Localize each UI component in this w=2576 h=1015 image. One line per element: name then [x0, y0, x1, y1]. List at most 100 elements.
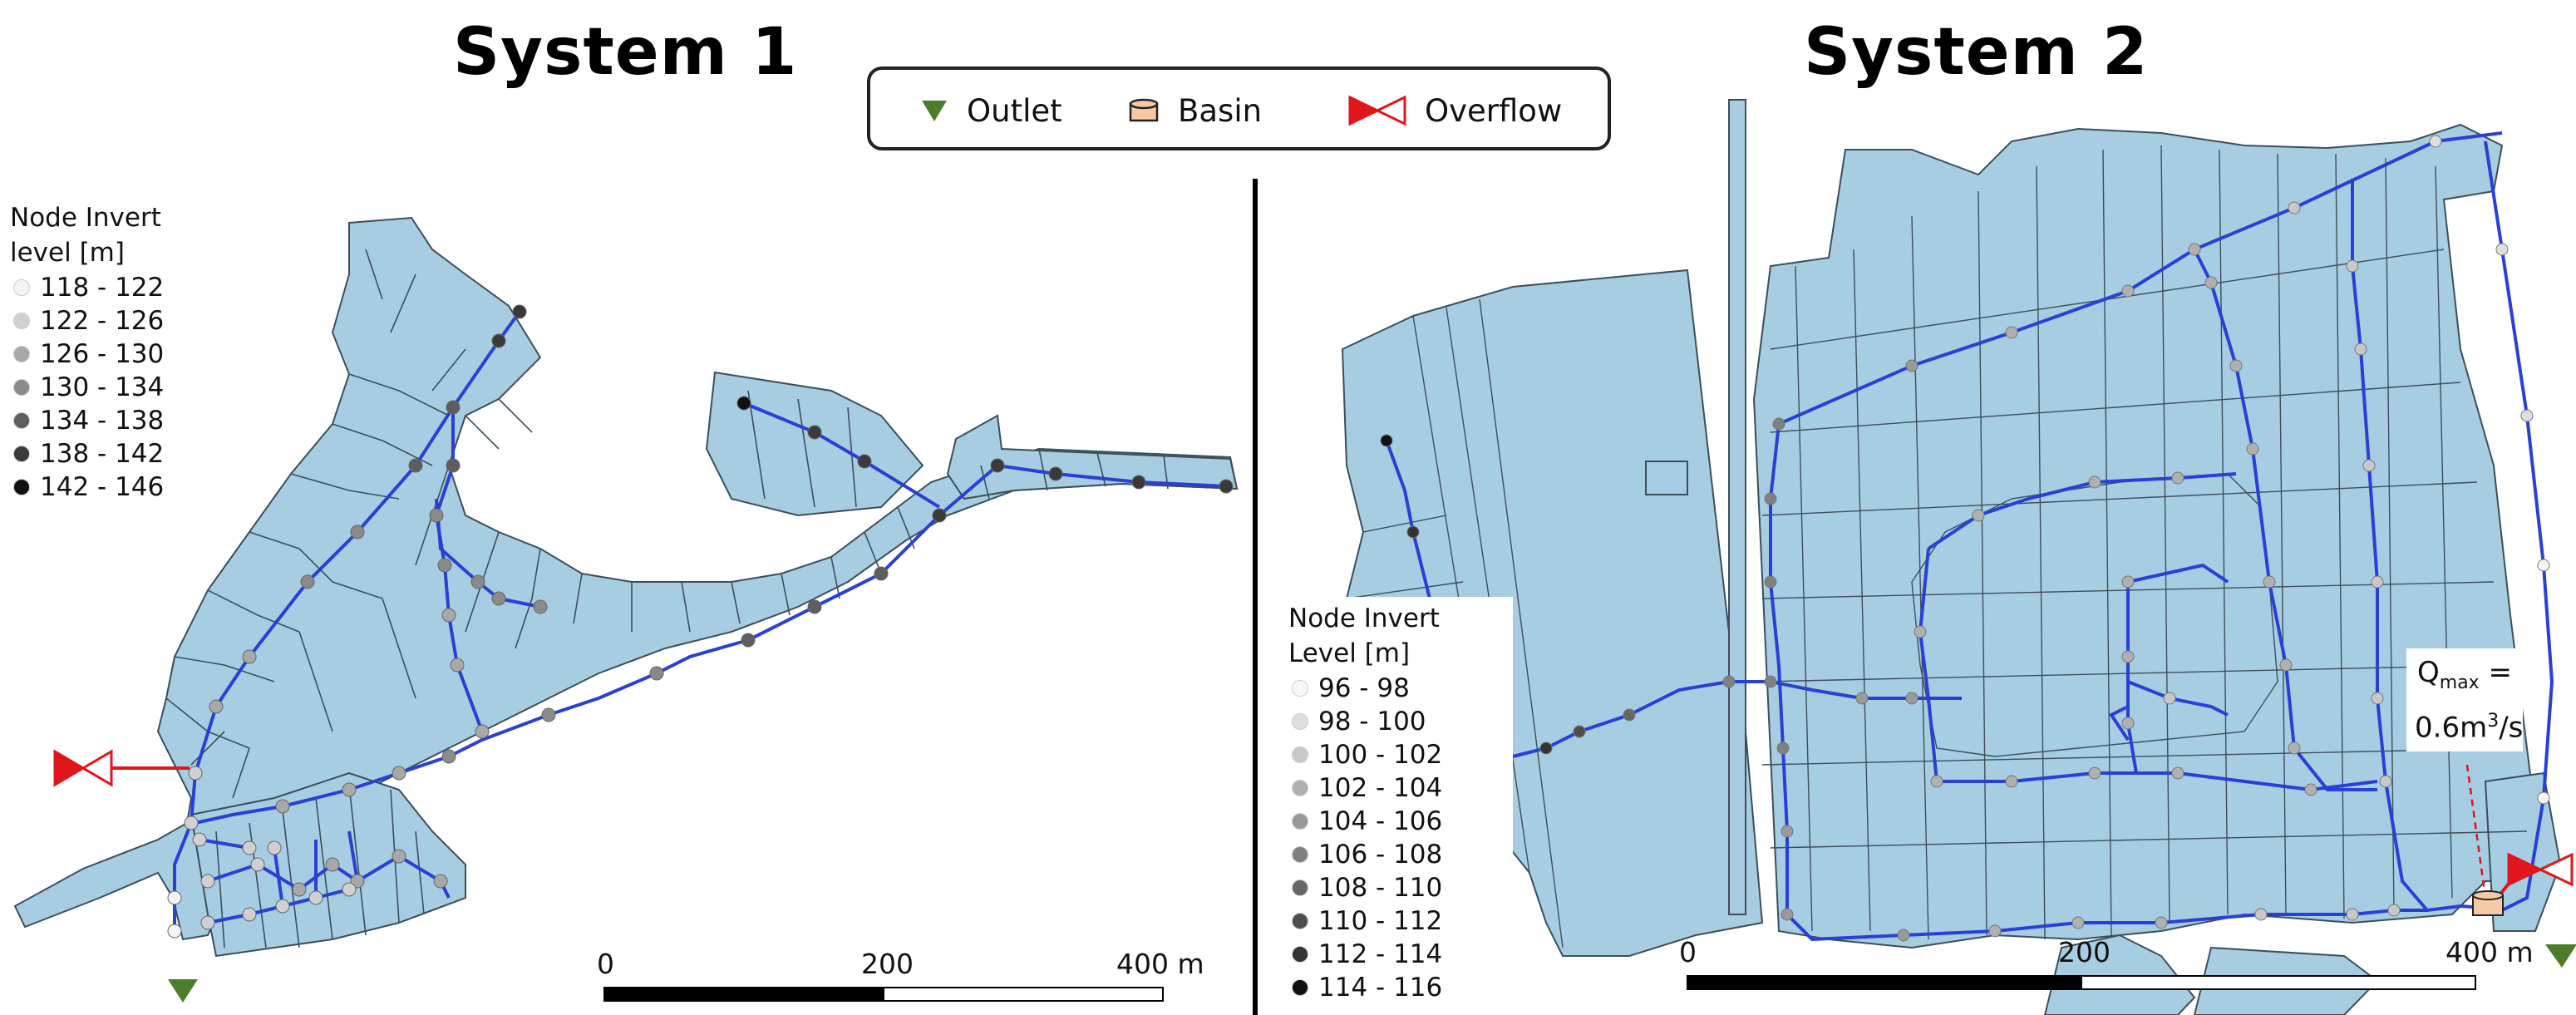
system1-node [200, 915, 215, 930]
legend-class-swatch [13, 313, 30, 329]
system2-strip-north [1728, 99, 1746, 915]
system1-legend-title2: level [m] [10, 238, 125, 268]
qmax-sub: max [2439, 672, 2480, 693]
overflow-icon [1348, 95, 1406, 126]
system1-node [1131, 475, 1146, 490]
qmax-q: Q [2417, 656, 2440, 689]
legend-class-row: 106 - 108 [1288, 838, 1505, 871]
system1-node [1048, 466, 1063, 481]
system2-node [1764, 492, 1777, 505]
system1-node [1219, 479, 1234, 494]
system1-node [242, 840, 257, 855]
legend-class-label: 114 - 116 [1318, 973, 1443, 1003]
system2-node [2121, 717, 2135, 730]
system2-node [2171, 471, 2184, 485]
qmax-unit: /s [2499, 711, 2524, 745]
system1-node [308, 890, 323, 905]
system2-node [1972, 509, 1985, 522]
legend-class-label: 112 - 114 [1318, 939, 1443, 969]
system2-node [2263, 575, 2276, 589]
system1-node [441, 608, 456, 623]
system2-node [2005, 775, 2018, 788]
legend-class-label: 106 - 108 [1318, 840, 1443, 870]
system2-node [1406, 525, 1420, 539]
system1-node [874, 566, 889, 581]
system1-node [437, 558, 452, 573]
legend-outlet: Outlet [920, 90, 1062, 131]
system1-node [325, 857, 340, 872]
legend-class-swatch [13, 279, 30, 296]
system2-node [1905, 359, 1918, 372]
system2-scale-tick-0: 0 [1679, 936, 1697, 968]
system1-node [807, 425, 822, 440]
system1-node [932, 508, 947, 523]
system1-node [470, 574, 485, 589]
system2-legend-title1: Node Invert [1288, 604, 1440, 633]
system1-node [275, 899, 290, 914]
qmax-value: 0.6m [2415, 711, 2488, 745]
system1-node [188, 766, 203, 781]
system1-node [242, 649, 257, 664]
system2-node [1781, 908, 1794, 921]
system1-catchment-east [946, 414, 1239, 500]
legend-class-swatch [1292, 780, 1308, 796]
system2-node [1930, 775, 1943, 788]
system2-node [1764, 575, 1777, 589]
legend-class-swatch [1292, 846, 1308, 863]
system2-node [1897, 929, 1910, 942]
legend-basin: Basin [1128, 90, 1262, 131]
system1-node [167, 924, 182, 939]
system2-scalebar [1687, 975, 2476, 990]
system2-node [2171, 766, 2184, 780]
qmax-annotation: Qmax = 0.6m3/s [2406, 648, 2524, 752]
legend-overflow: Overflow [1348, 90, 1562, 131]
system1-node [541, 707, 556, 722]
system1-node [475, 724, 490, 739]
qmax-sup: 3 [2487, 710, 2500, 732]
system2-building [1645, 461, 1688, 495]
system2-node [2088, 766, 2101, 780]
legend-class-swatch [1292, 713, 1308, 730]
legend-class-swatch [1292, 913, 1308, 929]
system2-node [2288, 742, 2301, 755]
legend-outlet-label: Outlet [967, 92, 1062, 129]
system1-node [512, 304, 527, 319]
system2-node [2121, 284, 2135, 298]
system2-node [1772, 417, 1785, 431]
system2-node [2246, 442, 2259, 456]
system1-node [446, 400, 461, 415]
system2-outlet-icon [2545, 944, 2576, 968]
system2-node [1776, 742, 1790, 755]
legend-class-swatch [1292, 979, 1308, 996]
system1-outlet-icon [168, 979, 198, 1003]
system1-node [209, 699, 224, 714]
system2-node [2229, 359, 2243, 372]
system2-node [2520, 409, 2534, 422]
system2-node [2071, 916, 2085, 929]
system2-node [1905, 692, 1918, 705]
system1-node [741, 633, 756, 648]
system2-node-legend: Node Invert Level [m] 96 - 98 98 - 100 100… [1283, 597, 1513, 1009]
system2-node [2379, 775, 2392, 788]
legend-class-label: 122 - 126 [40, 306, 165, 336]
legend-class-swatch [1292, 813, 1308, 830]
legend-class-swatch [13, 412, 30, 429]
legend-class-row: 102 - 104 [1288, 771, 1505, 805]
system1-node [533, 599, 548, 614]
legend-class-row: 108 - 110 [1288, 871, 1505, 904]
legend-class-swatch [13, 379, 30, 396]
system1-node [857, 454, 872, 469]
system1-node [392, 849, 406, 864]
system2-scale-tick-400: 400 m [2445, 936, 2534, 968]
system1-node [350, 525, 365, 540]
legend-class-label: 134 - 138 [40, 406, 165, 436]
system1-node [342, 882, 357, 897]
system2-node [2346, 259, 2359, 273]
legend-class-label: 96 - 98 [1318, 673, 1410, 703]
legend-class-row: 110 - 112 [1288, 904, 1505, 938]
legend-class-row: 126 - 130 [10, 338, 226, 371]
legend-class-swatch [1292, 746, 1308, 763]
system1-node [342, 782, 357, 797]
system1-catchment-ne [705, 371, 924, 517]
